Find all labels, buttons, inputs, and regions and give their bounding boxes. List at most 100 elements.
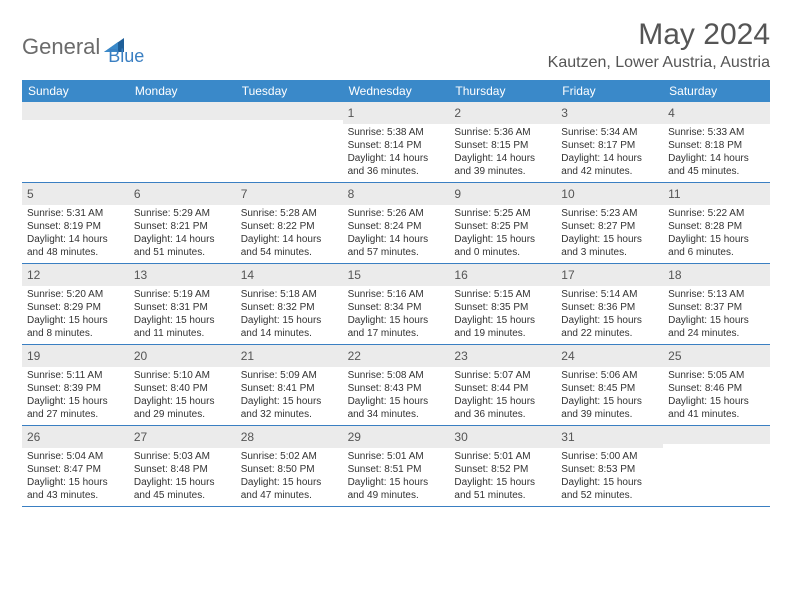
daylight-text: Daylight: 15 hours and 11 minutes.	[134, 314, 231, 340]
day-number: 31	[561, 430, 574, 444]
day-cell: 11Sunrise: 5:22 AMSunset: 8:28 PMDayligh…	[663, 183, 770, 263]
sunrise-text: Sunrise: 5:01 AM	[348, 450, 445, 463]
day-cell: 8Sunrise: 5:26 AMSunset: 8:24 PMDaylight…	[343, 183, 450, 263]
sunrise-text: Sunrise: 5:03 AM	[134, 450, 231, 463]
day-number-row: 26	[22, 426, 129, 448]
day-number-row: 27	[129, 426, 236, 448]
sunset-text: Sunset: 8:41 PM	[241, 382, 338, 395]
sunset-text: Sunset: 8:35 PM	[454, 301, 551, 314]
day-info: Sunrise: 5:09 AMSunset: 8:41 PMDaylight:…	[241, 369, 338, 421]
week-row: 1Sunrise: 5:38 AMSunset: 8:14 PMDaylight…	[22, 102, 770, 183]
day-number-row: 18	[663, 264, 770, 286]
sunset-text: Sunset: 8:39 PM	[27, 382, 124, 395]
sunrise-text: Sunrise: 5:06 AM	[561, 369, 658, 382]
day-cell: 5Sunrise: 5:31 AMSunset: 8:19 PMDaylight…	[22, 183, 129, 263]
day-cell: 24Sunrise: 5:06 AMSunset: 8:45 PMDayligh…	[556, 345, 663, 425]
sunrise-text: Sunrise: 5:19 AM	[134, 288, 231, 301]
day-number-row: 2	[449, 102, 556, 124]
day-number-row: 3	[556, 102, 663, 124]
daylight-text: Daylight: 14 hours and 54 minutes.	[241, 233, 338, 259]
day-info: Sunrise: 5:29 AMSunset: 8:21 PMDaylight:…	[134, 207, 231, 259]
daylight-text: Daylight: 15 hours and 0 minutes.	[454, 233, 551, 259]
day-number-row: 7	[236, 183, 343, 205]
sunrise-text: Sunrise: 5:22 AM	[668, 207, 765, 220]
sunrise-text: Sunrise: 5:13 AM	[668, 288, 765, 301]
daylight-text: Daylight: 15 hours and 47 minutes.	[241, 476, 338, 502]
day-info: Sunrise: 5:25 AMSunset: 8:25 PMDaylight:…	[454, 207, 551, 259]
day-number: 28	[241, 430, 254, 444]
day-cell	[129, 102, 236, 182]
sunset-text: Sunset: 8:28 PM	[668, 220, 765, 233]
day-info: Sunrise: 5:23 AMSunset: 8:27 PMDaylight:…	[561, 207, 658, 259]
daylight-text: Daylight: 15 hours and 49 minutes.	[348, 476, 445, 502]
sunrise-text: Sunrise: 5:18 AM	[241, 288, 338, 301]
sunrise-text: Sunrise: 5:26 AM	[348, 207, 445, 220]
day-info: Sunrise: 5:10 AMSunset: 8:40 PMDaylight:…	[134, 369, 231, 421]
day-info: Sunrise: 5:03 AMSunset: 8:48 PMDaylight:…	[134, 450, 231, 502]
day-info: Sunrise: 5:16 AMSunset: 8:34 PMDaylight:…	[348, 288, 445, 340]
daylight-text: Daylight: 15 hours and 27 minutes.	[27, 395, 124, 421]
sunrise-text: Sunrise: 5:05 AM	[668, 369, 765, 382]
daylight-text: Daylight: 14 hours and 45 minutes.	[668, 152, 765, 178]
day-number: 15	[348, 268, 361, 282]
day-number-row: 25	[663, 345, 770, 367]
day-number-row: 8	[343, 183, 450, 205]
daylight-text: Daylight: 15 hours and 39 minutes.	[561, 395, 658, 421]
week-row: 5Sunrise: 5:31 AMSunset: 8:19 PMDaylight…	[22, 183, 770, 264]
sunset-text: Sunset: 8:50 PM	[241, 463, 338, 476]
day-cell: 21Sunrise: 5:09 AMSunset: 8:41 PMDayligh…	[236, 345, 343, 425]
sunset-text: Sunset: 8:34 PM	[348, 301, 445, 314]
day-number: 30	[454, 430, 467, 444]
location-text: Kautzen, Lower Austria, Austria	[548, 54, 770, 72]
sunset-text: Sunset: 8:52 PM	[454, 463, 551, 476]
logo-text-blue: Blue	[108, 46, 144, 67]
day-number-row: 16	[449, 264, 556, 286]
sunset-text: Sunset: 8:18 PM	[668, 139, 765, 152]
sunset-text: Sunset: 8:44 PM	[454, 382, 551, 395]
day-number-row: 30	[449, 426, 556, 448]
day-cell: 16Sunrise: 5:15 AMSunset: 8:35 PMDayligh…	[449, 264, 556, 344]
day-header-sunday: Sunday	[22, 80, 129, 102]
daylight-text: Daylight: 15 hours and 34 minutes.	[348, 395, 445, 421]
sunrise-text: Sunrise: 5:31 AM	[27, 207, 124, 220]
day-number-row: 13	[129, 264, 236, 286]
day-number: 29	[348, 430, 361, 444]
day-cell	[22, 102, 129, 182]
day-number: 5	[27, 187, 34, 201]
day-info: Sunrise: 5:02 AMSunset: 8:50 PMDaylight:…	[241, 450, 338, 502]
day-number: 14	[241, 268, 254, 282]
week-row: 19Sunrise: 5:11 AMSunset: 8:39 PMDayligh…	[22, 345, 770, 426]
daylight-text: Daylight: 15 hours and 45 minutes.	[134, 476, 231, 502]
day-number: 6	[134, 187, 141, 201]
day-cell: 4Sunrise: 5:33 AMSunset: 8:18 PMDaylight…	[663, 102, 770, 182]
day-header-monday: Monday	[129, 80, 236, 102]
sunset-text: Sunset: 8:53 PM	[561, 463, 658, 476]
sunrise-text: Sunrise: 5:28 AM	[241, 207, 338, 220]
day-number-row: 6	[129, 183, 236, 205]
daylight-text: Daylight: 15 hours and 8 minutes.	[27, 314, 124, 340]
day-header-saturday: Saturday	[663, 80, 770, 102]
sunset-text: Sunset: 8:51 PM	[348, 463, 445, 476]
day-cell: 27 Sunrise: 5:03 AMSunset: 8:48 PMDayligh…	[129, 426, 236, 506]
sunset-text: Sunset: 8:43 PM	[348, 382, 445, 395]
day-number: 8	[348, 187, 355, 201]
day-cell: 30Sunrise: 5:01 AMSunset: 8:52 PMDayligh…	[449, 426, 556, 506]
sunrise-text: Sunrise: 5:11 AM	[27, 369, 124, 382]
day-header-thursday: Thursday	[449, 80, 556, 102]
day-cell: 1Sunrise: 5:38 AMSunset: 8:14 PMDaylight…	[343, 102, 450, 182]
day-number: 26	[27, 430, 40, 444]
week-row: 12Sunrise: 5:20 AMSunset: 8:29 PMDayligh…	[22, 264, 770, 345]
day-number-row: 20	[129, 345, 236, 367]
day-cell: 12Sunrise: 5:20 AMSunset: 8:29 PMDayligh…	[22, 264, 129, 344]
day-number: 27	[134, 430, 147, 444]
day-cell: 29 Sunrise: 5:01 AMSunset: 8:51 PMDayligh…	[343, 426, 450, 506]
day-cell: 6 Sunrise: 5:29 AMSunset: 8:21 PMDaylight…	[129, 183, 236, 263]
sunrise-text: Sunrise: 5:07 AM	[454, 369, 551, 382]
sunrise-text: Sunrise: 5:01 AM	[454, 450, 551, 463]
day-number-row: 12	[22, 264, 129, 286]
day-cell: 26Sunrise: 5:04 AMSunset: 8:47 PMDayligh…	[22, 426, 129, 506]
day-number: 23	[454, 349, 467, 363]
day-number-row: 14	[236, 264, 343, 286]
empty-day-number-row	[236, 102, 343, 120]
sunrise-text: Sunrise: 5:02 AM	[241, 450, 338, 463]
